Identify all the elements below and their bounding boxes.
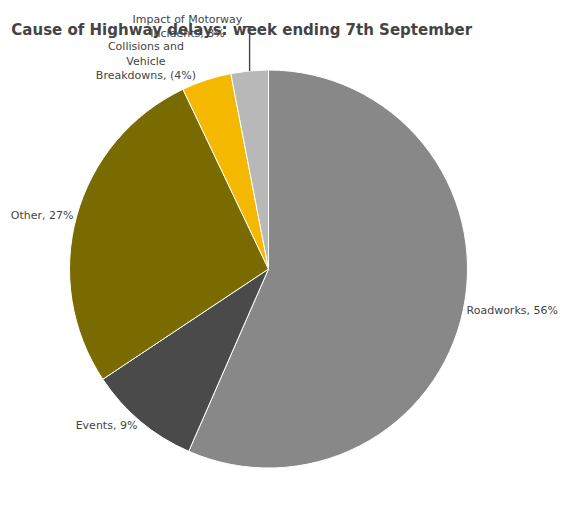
svg-text:Cause of Highway delays: week: Cause of Highway delays: week ending 7th…: [11, 21, 472, 39]
svg-text:Events, 9%: Events, 9%: [76, 419, 138, 432]
svg-text:Other, 27%: Other, 27%: [11, 209, 74, 222]
svg-text:Collisions andVehicleBreakdown: Collisions andVehicleBreakdowns, (4%): [96, 40, 196, 82]
svg-text:Impact of MotorwayIncidents, 3: Impact of MotorwayIncidents, 3%: [133, 13, 243, 40]
svg-text:Roadworks, 56%: Roadworks, 56%: [467, 304, 558, 317]
